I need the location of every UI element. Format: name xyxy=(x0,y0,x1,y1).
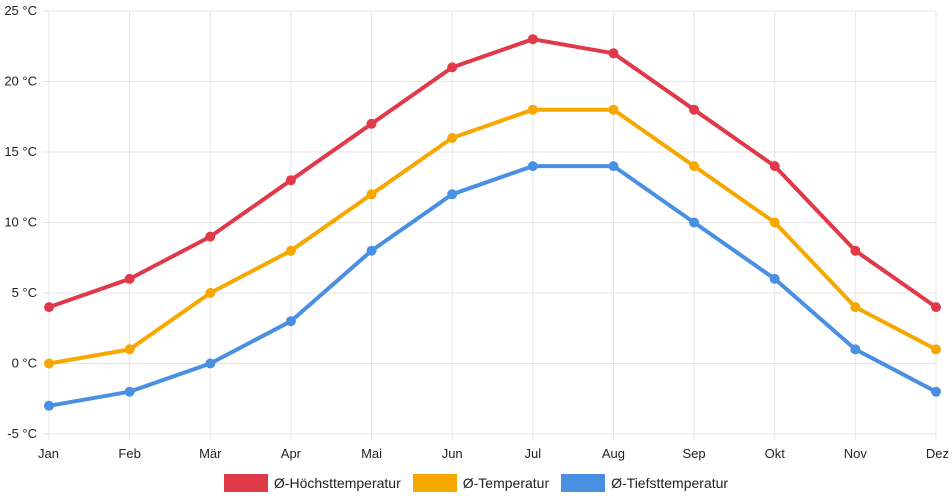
data-point-1 xyxy=(931,344,941,355)
data-point-0 xyxy=(689,104,700,115)
x-tick-label: Okt xyxy=(765,446,786,461)
x-tick-label: Aug xyxy=(602,446,625,461)
x-axis-ticks: Jan Feb Mär Apr Mai Jun Jul Aug Sep Okt Nov Dez xyxy=(38,446,949,461)
data-point-1 xyxy=(285,245,296,256)
data-point-2 xyxy=(366,245,377,256)
data-point-1 xyxy=(205,288,216,298)
legend-swatch xyxy=(561,474,606,492)
data-point-0 xyxy=(44,302,54,313)
y-axis-ticks: -5 °C 0 °C 5 °C 10 °C 15 °C 20 °C 25 °C xyxy=(4,3,37,441)
y-tick-label: 15 °C xyxy=(4,144,37,159)
x-tick-label: Sep xyxy=(683,446,706,461)
y-tick-label: 20 °C xyxy=(4,74,37,89)
series-line-1 xyxy=(47,107,938,366)
grid-lines xyxy=(43,10,937,440)
data-point-1 xyxy=(44,358,54,369)
data-point-0 xyxy=(124,273,135,284)
temperature-line-chart: -5 °C 0 °C 5 °C 10 °C 15 °C 20 °C 25 °C Jan Feb… xyxy=(4,3,949,461)
y-tick-label: 10 °C xyxy=(4,215,37,230)
data-point-0 xyxy=(769,161,780,172)
data-point-1 xyxy=(366,189,377,200)
x-tick-label: Nov xyxy=(844,446,868,461)
x-tick-label: Apr xyxy=(281,446,302,461)
data-point-0 xyxy=(205,231,216,242)
legend-label: Ø-Tiefsttemperatur xyxy=(611,475,729,491)
x-tick-label: Jul xyxy=(525,446,542,461)
data-point-0 xyxy=(850,245,861,256)
series-line-0 xyxy=(47,37,938,310)
data-point-0 xyxy=(527,34,538,45)
data-point-2 xyxy=(527,161,538,172)
x-tick-label: Mai xyxy=(361,446,382,461)
data-point-2 xyxy=(769,273,780,284)
data-point-1 xyxy=(608,104,619,115)
data-point-2 xyxy=(931,386,941,397)
x-tick-label: Jun xyxy=(442,446,463,461)
data-point-2 xyxy=(285,316,296,327)
data-point-0 xyxy=(447,62,458,73)
x-tick-label: Dez xyxy=(926,446,949,461)
data-point-0 xyxy=(285,175,296,186)
series-layer xyxy=(44,34,941,411)
legend-label: Ø-Höchsttemperatur xyxy=(273,475,401,491)
legend-item-1[interactable]: Ø-Temperatur xyxy=(412,474,550,492)
legend-label: Ø-Temperatur xyxy=(462,475,550,491)
data-point-2 xyxy=(447,189,458,200)
data-point-2 xyxy=(850,344,861,355)
data-point-2 xyxy=(124,386,135,397)
data-point-0 xyxy=(931,302,941,313)
legend-item-0[interactable]: Ø-Höchsttemperatur xyxy=(223,474,401,492)
data-point-1 xyxy=(447,132,458,143)
y-tick-label: 5 °C xyxy=(12,285,37,300)
data-point-1 xyxy=(769,217,780,228)
y-tick-label: -5 °C xyxy=(7,426,37,441)
legend-item-2[interactable]: Ø-Tiefsttemperatur xyxy=(561,474,728,492)
series-line-2 xyxy=(47,164,938,408)
data-point-0 xyxy=(366,118,377,129)
data-point-1 xyxy=(124,344,135,355)
data-point-2 xyxy=(205,358,216,369)
data-point-2 xyxy=(44,400,54,411)
legend-swatch xyxy=(223,474,268,492)
data-point-2 xyxy=(608,161,619,172)
x-tick-label: Jan xyxy=(38,446,59,461)
data-point-1 xyxy=(527,104,538,115)
data-point-1 xyxy=(689,161,700,172)
y-tick-label: 25 °C xyxy=(4,3,37,18)
y-tick-label: 0 °C xyxy=(12,356,37,371)
x-tick-label: Mär xyxy=(199,446,222,461)
data-point-0 xyxy=(608,48,619,59)
data-point-2 xyxy=(689,217,700,228)
x-tick-label: Feb xyxy=(118,446,140,461)
data-point-1 xyxy=(850,302,861,313)
legend-swatch xyxy=(412,474,457,492)
chart-legend: Ø-Höchsttemperatur Ø-Temperatur Ø-Tiefstte… xyxy=(0,472,952,494)
